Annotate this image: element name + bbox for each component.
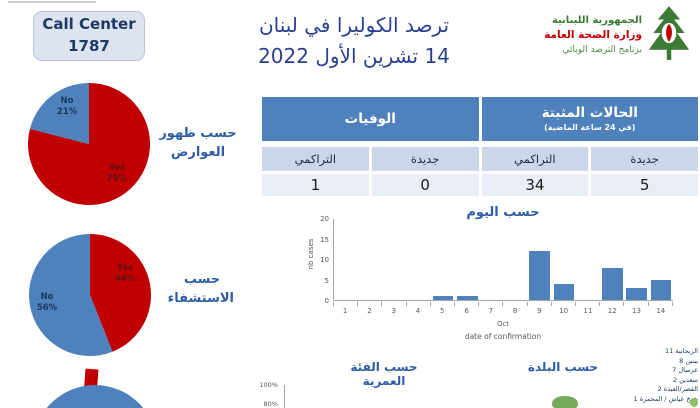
daily-chart-xlabels: 1 2 3 4 5 6 7 8 9 10 11 12 13 14 xyxy=(342,307,666,315)
age-chart-title: حسب الفئة العمرية xyxy=(350,360,418,388)
deaths-title: الوفيات xyxy=(344,110,396,127)
map-marker-dot xyxy=(690,398,698,407)
ministry-line1: الجمهورية اللبنانية xyxy=(551,15,642,26)
age-chart-yaxis-line xyxy=(284,385,285,408)
call-center-number: 1787 xyxy=(68,37,110,55)
confirmed-cumulative-value: 34 xyxy=(481,174,589,196)
page-title-line2: 14 تشرين الأول 2022 xyxy=(258,44,450,68)
ministry-line3: برنامج الترصد الوبائي xyxy=(562,45,642,55)
daily-chart-title: حسب اليوم xyxy=(466,205,540,220)
daily-chart-plot xyxy=(333,219,673,301)
daily-chart-month-label: Oct xyxy=(496,320,510,328)
daily-chart-xticks xyxy=(333,302,673,306)
ministry-line2: وزارة الصحة العامة xyxy=(544,29,642,41)
deaths-cumulative-value: 1 xyxy=(262,174,369,196)
pie-chart-partial xyxy=(33,385,157,408)
call-center-badge: Call Center 1787 xyxy=(33,11,145,61)
pie1-no-label: No 21% xyxy=(56,96,78,117)
confirmed-new-value: 5 xyxy=(591,174,698,196)
daily-bar-chart: حسب اليوم nb cases 0 5 10 15 20 1 2 3 4 5 6 7 8 9 10 1… xyxy=(303,203,700,348)
deaths-new-value: 0 xyxy=(371,174,479,196)
daily-chart-yticks: 0 5 10 15 20 xyxy=(320,215,329,305)
crop-artifact xyxy=(8,1,96,3)
pie2-yes-label: Yes 44% xyxy=(114,263,136,284)
pie2-caption: حسب الاستشفاء xyxy=(167,272,234,306)
daily-chart-xaxis-label: date of confirmation xyxy=(464,332,542,341)
deaths-section-header: الوفيات xyxy=(262,97,479,141)
cedar-tree-icon xyxy=(648,6,690,60)
deaths-new-header: جديدة xyxy=(371,147,479,171)
pie2-no-label: No 56% xyxy=(36,292,58,313)
page-title: ترصد الكوليرا في لبنان 14 تشرين الأول 20… xyxy=(228,10,480,72)
ministry-text-block: الجمهورية اللبنانية وزارة الصحة العامة ب… xyxy=(492,13,642,58)
age-chart-yticks: 100% 80% xyxy=(259,381,278,408)
confirmed-cases-title: الحالات المثبتة xyxy=(541,105,638,121)
confirmed-cumulative-header: التراكمي xyxy=(481,147,589,171)
lebanon-map-fragment xyxy=(552,396,578,408)
pie-chart-hospitalization xyxy=(28,234,151,356)
summary-table: الحالات المثبتة (في 24 ساعة الماضية) الو… xyxy=(262,97,698,196)
confirmed-new-header: جديدة xyxy=(591,147,698,171)
towns-section-title: حسب البلدة xyxy=(527,360,599,374)
page-title-line1: ترصد الكوليرا في لبنان xyxy=(258,13,450,37)
confirmed-cases-subtitle: (في 24 ساعة الماضية) xyxy=(544,123,636,132)
pie1-yes-label: Yes 79% xyxy=(106,163,128,184)
town-list: الريحانية 11 ببنين 8 عرسال 7 سعدين 2 القصر/ا… xyxy=(633,347,698,403)
deaths-cumulative-header: التراكمي xyxy=(262,147,369,171)
call-center-label: Call Center xyxy=(42,15,136,34)
confirmed-cases-section-header: الحالات المثبتة (في 24 ساعة الماضية) xyxy=(481,97,698,141)
pie-chart-symptoms xyxy=(28,83,151,205)
pie1-caption: حسب ظهور العوارض xyxy=(159,126,237,160)
